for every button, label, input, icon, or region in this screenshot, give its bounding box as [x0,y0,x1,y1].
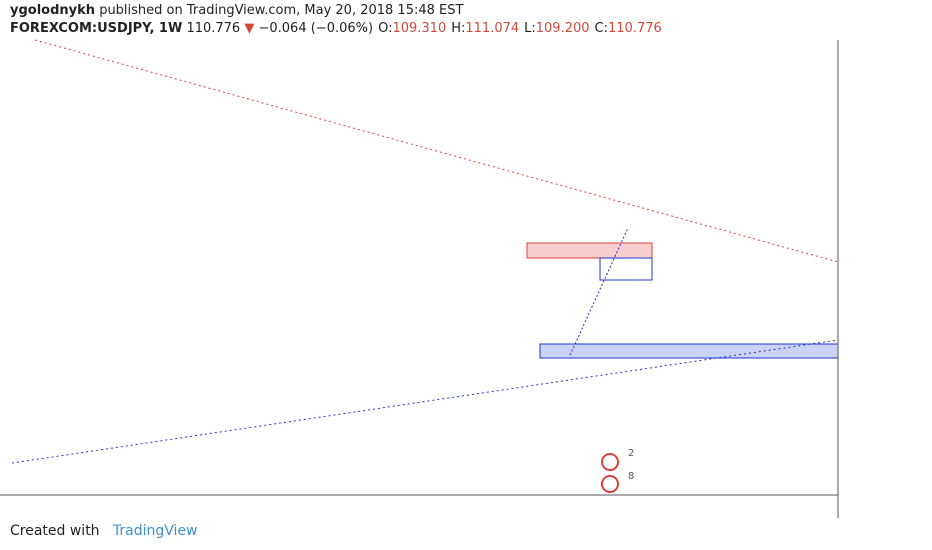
trendline [34,39,839,263]
quote-label: C: [594,21,608,36]
quote-line: FOREXCOM:USDJPY, 1W 110.776 ▼ −0.064 (−0… [10,21,662,36]
event-count: 2 [628,448,634,459]
quote-value: 111.074 [465,21,520,36]
created-with: Created with [10,523,100,539]
weekly-support-zone [539,343,839,359]
quote-label: H: [451,21,466,36]
event-count: 8 [628,471,634,482]
trendline [569,227,629,356]
quote-value: 109.310 [392,21,447,36]
brand: TradingView [112,523,198,539]
symbol: FOREXCOM:USDJPY, 1W [10,21,183,36]
event-icon [601,475,619,493]
last: 110.776 [186,21,241,36]
quote-value: 109.200 [535,21,590,36]
change-arrow: ▼ [244,21,255,36]
author: ygolodnykh [10,3,96,18]
plot-bg [0,40,838,518]
event-icons: 2 8 [601,448,634,493]
header: ygolodnykh published on TradingView.com,… [0,0,932,40]
publish-line: ygolodnykh published on TradingView.com,… [10,3,463,18]
support-zone [599,257,653,281]
quote-value: 110.776 [608,21,662,36]
change: −0.064 (−0.06%) [258,21,374,36]
quote-label: O: [378,21,393,36]
resistance-zone [526,242,653,259]
published: published on TradingView.com, May 20, 20… [99,3,464,18]
quote-label: L: [524,21,536,36]
footer: Created with TradingView [10,523,198,539]
event-icon [601,453,619,471]
trendline [11,339,839,464]
